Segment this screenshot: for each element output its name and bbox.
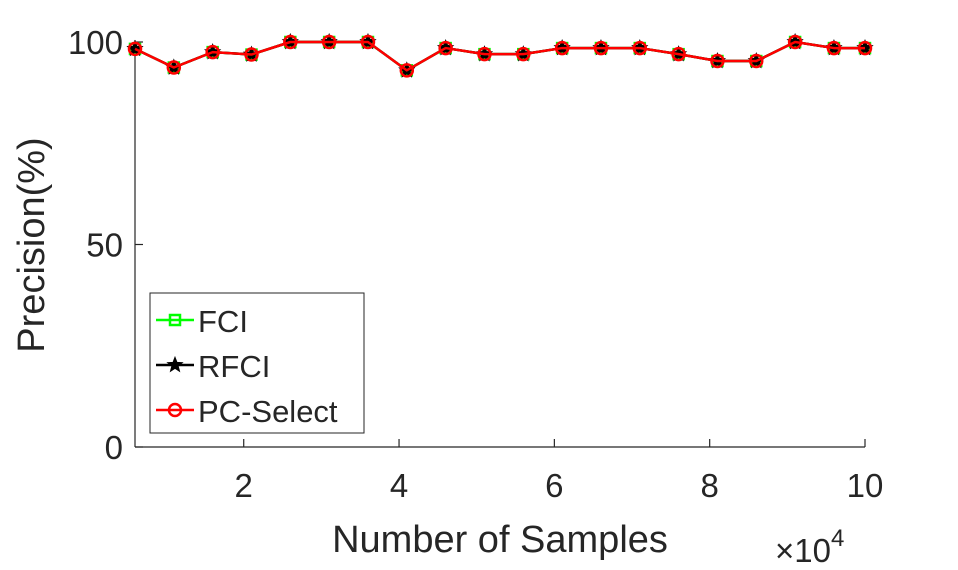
data-point-pc-select <box>787 34 803 50</box>
legend-item-fci: FCI <box>156 304 248 339</box>
x-tick-label: 8 <box>701 467 719 504</box>
y-axis-label: Precision(%) <box>11 137 53 352</box>
legend-marker <box>167 402 183 418</box>
data-point-pc-select <box>516 46 531 62</box>
legend-label: FCI <box>198 304 248 339</box>
data-point-pc-select <box>632 40 648 56</box>
legend-item-rfci: RFCI <box>156 349 270 384</box>
y-tick-label: 100 <box>68 24 123 61</box>
series-layer <box>126 32 874 78</box>
data-point-pc-select <box>166 60 182 75</box>
data-point-pc-select <box>399 63 415 78</box>
legend-label: RFCI <box>198 349 270 384</box>
x-tick-label: 2 <box>235 467 253 504</box>
data-point-pc-select <box>477 46 492 62</box>
x-axis-label: Number of Samples <box>332 519 668 561</box>
data-point-pc-select <box>205 44 220 60</box>
data-point-pc-select <box>360 34 376 50</box>
series-pc-select <box>127 34 873 78</box>
data-point-pc-select <box>438 40 453 56</box>
data-point-pc-select <box>593 40 609 56</box>
x-multiplier-base: ×10 <box>775 532 831 569</box>
legend: FCI RFCI PC-Select <box>149 292 365 434</box>
x-axis-multiplier: ×104 <box>775 525 844 569</box>
x-tick-label: 10 <box>847 467 884 504</box>
data-point-pc-select <box>710 53 725 69</box>
data-point-pc-select <box>244 47 259 62</box>
x-tick-label: 6 <box>545 467 563 504</box>
data-point-pc-select <box>671 46 686 62</box>
data-point-pc-select <box>321 34 337 50</box>
data-point-pc-select <box>826 40 842 56</box>
legend-marker <box>168 313 182 327</box>
data-point-pc-select <box>554 40 570 56</box>
y-tick-label: 50 <box>86 227 123 264</box>
y-tick-label: 0 <box>105 429 123 466</box>
legend-label: PC-Select <box>198 394 338 429</box>
y-ticks: 0 50 100 <box>68 24 143 466</box>
data-point-pc-select <box>127 41 143 57</box>
legend-marker <box>166 355 184 373</box>
axes <box>134 40 865 448</box>
x-ticks: 2 4 6 8 10 <box>235 439 884 504</box>
legend-item-pc-select: PC-Select <box>156 394 338 429</box>
x-tick-label: 4 <box>390 467 408 504</box>
data-point-pc-select <box>283 34 298 50</box>
data-point-pc-select <box>749 53 764 69</box>
data-point-pc-select <box>857 40 873 56</box>
x-multiplier-exponent: 4 <box>831 525 844 552</box>
